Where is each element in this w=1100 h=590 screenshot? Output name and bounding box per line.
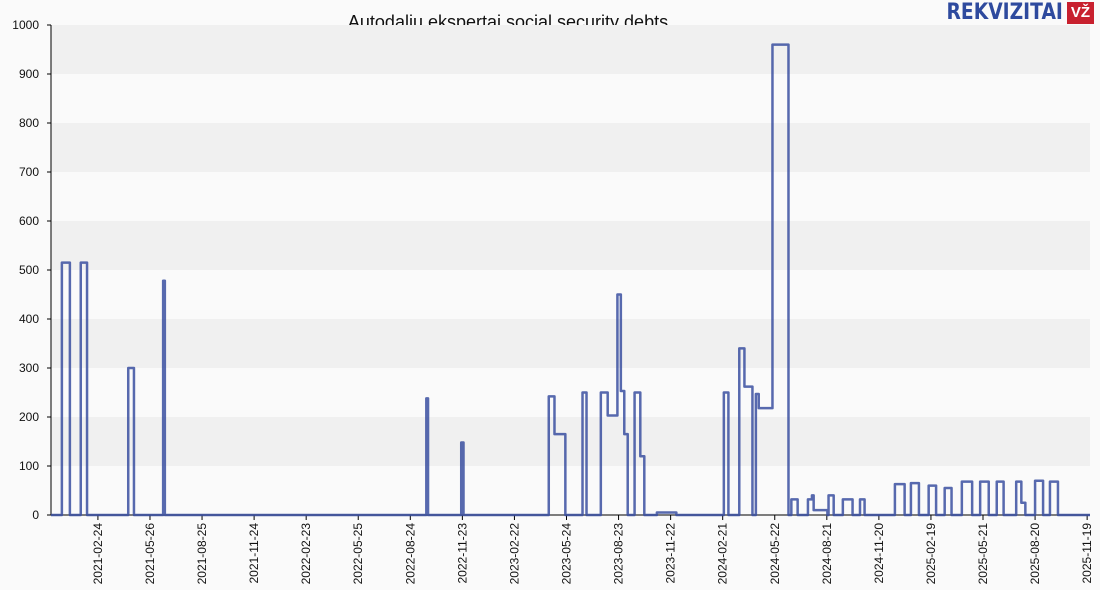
x-tick-label: 2021-02-24 xyxy=(91,523,105,585)
y-tick-label: 1000 xyxy=(12,18,39,32)
grid-band xyxy=(51,466,1090,515)
x-tick-label: 2021-05-26 xyxy=(143,523,157,585)
grid-band xyxy=(51,221,1090,270)
y-tick-label: 100 xyxy=(19,459,39,473)
axes: 0 100 200 300 400 500 600 700 800 900 1000 2021-02-… xyxy=(12,18,1094,584)
y-tick-label: 200 xyxy=(19,410,39,424)
grid-band xyxy=(51,319,1090,368)
grid-band xyxy=(51,172,1090,221)
grid-band xyxy=(51,123,1090,172)
grid-band xyxy=(51,368,1090,417)
y-tick-label: 900 xyxy=(19,67,39,81)
x-tick-label: 2022-11-23 xyxy=(455,523,469,584)
x-tick-label: 2024-08-21 xyxy=(820,523,834,585)
x-tick-label: 2025-11-19 xyxy=(1080,523,1094,584)
y-tick-label: 700 xyxy=(19,165,39,179)
x-tick-label: 2021-11-24 xyxy=(247,523,261,584)
x-tick-label: 2024-05-22 xyxy=(768,523,782,585)
x-tick-label: 2023-11-22 xyxy=(664,523,678,584)
x-tick-label: 2022-08-24 xyxy=(403,523,417,585)
grid-band xyxy=(51,74,1090,123)
x-tick-label: 2022-02-23 xyxy=(299,523,313,585)
x-tick-label: 2023-08-23 xyxy=(612,523,626,585)
x-tick-label: 2025-05-21 xyxy=(976,523,990,585)
y-tick-label: 0 xyxy=(32,508,39,522)
x-tick-label: 2023-02-22 xyxy=(507,523,521,585)
logo: REKVIZITAI VŽ xyxy=(926,0,1094,25)
logo-text: REKVIZITAI xyxy=(946,0,1063,25)
x-tick-label: 2025-08-20 xyxy=(1028,523,1042,585)
grid-band xyxy=(51,417,1090,466)
y-tick-label: 300 xyxy=(19,361,39,375)
y-tick-label: 800 xyxy=(19,116,39,130)
series xyxy=(51,43,1090,517)
x-tick-label: 2023-05-24 xyxy=(559,523,573,585)
x-tick-label: 2024-11-20 xyxy=(872,523,886,584)
x-tick-label: 2022-05-25 xyxy=(351,523,365,585)
logo-badge: VŽ xyxy=(1066,1,1094,24)
y-tick-label: 400 xyxy=(19,312,39,326)
grid-bands xyxy=(51,25,1090,515)
x-tick-label: 2021-08-25 xyxy=(195,523,209,585)
series-line xyxy=(51,43,1090,517)
grid-band xyxy=(51,25,1090,74)
y-tick-label: 500 xyxy=(19,263,39,277)
x-tick-label: 2024-02-21 xyxy=(716,523,730,585)
grid-band xyxy=(51,270,1090,319)
y-tick-label: 600 xyxy=(19,214,39,228)
x-tick-label: 2025-02-19 xyxy=(924,523,938,585)
